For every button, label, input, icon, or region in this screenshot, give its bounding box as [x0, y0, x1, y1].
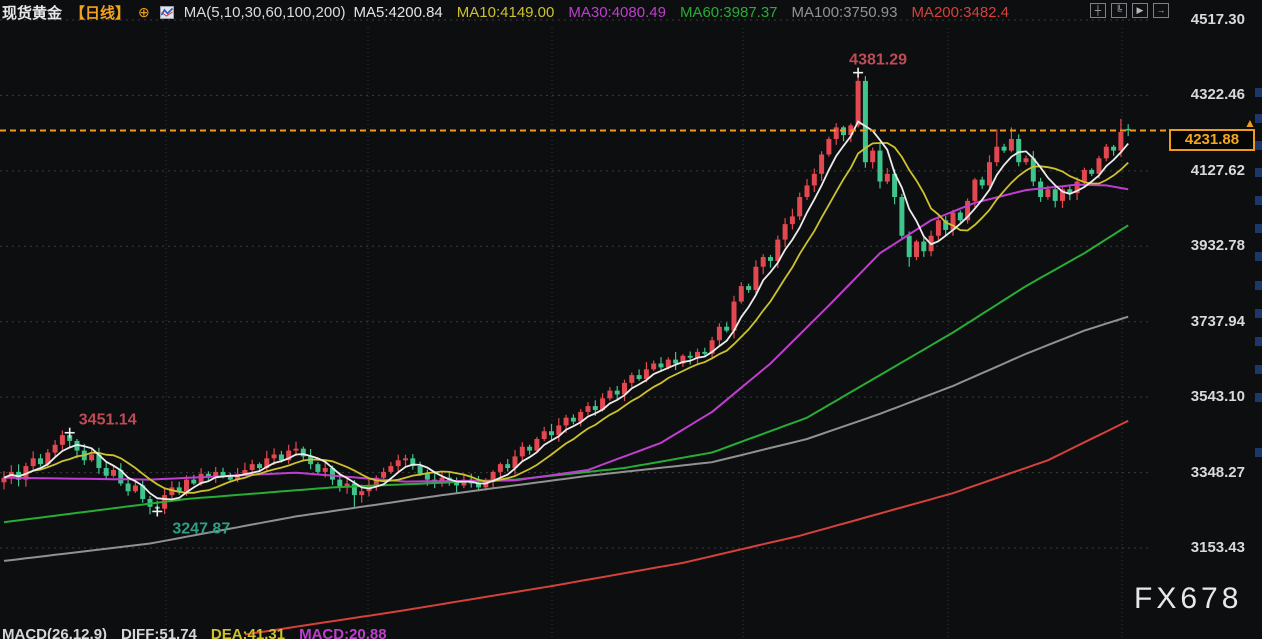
ma-line-ma60	[3, 224, 1129, 524]
ma-values-row: MA5:4200.84 MA10:4149.00 MA30:4080.49 MA60:…	[354, 4, 1009, 21]
price-axis-label: 3153.43	[1190, 538, 1245, 556]
ma-line-ma200	[244, 419, 1129, 636]
right-edge-panel[interactable]	[1252, 0, 1262, 639]
crosshair-icon[interactable]: ┼	[1090, 3, 1106, 18]
ma-line-ma5	[3, 120, 1129, 501]
ma-line-ma10	[3, 142, 1129, 494]
ma-line-ma100	[3, 315, 1129, 562]
ma100-value: MA100:3750.93	[791, 3, 898, 21]
edge-panel-fragment	[1255, 252, 1262, 261]
ma60-value: MA60:3987.37	[679, 3, 778, 21]
macd-indicator-row[interactable]: MACD(26,12,9) DIFF:51.74 DEA:41.31 MACD:…	[2, 626, 387, 639]
edge-panel-fragment	[1255, 365, 1262, 374]
price-axis-label: 4322.46	[1190, 86, 1245, 104]
edge-panel-fragment	[1255, 309, 1262, 318]
current-price-tag[interactable]: 4231.88	[1169, 129, 1255, 152]
price-axis-label: 4517.30	[1190, 11, 1245, 28]
edge-panel-fragment	[1255, 393, 1262, 402]
price-annotation: 4381.29	[849, 52, 907, 69]
exit-icon[interactable]: →	[1153, 3, 1169, 18]
annotations-layer: 3451.14 3247.87 4381.29	[64, 52, 907, 537]
macd-label: MACD(26,12,9)	[2, 626, 108, 639]
edge-panel-fragment	[1255, 114, 1262, 123]
price-up-caret-icon: ▲	[1244, 116, 1256, 131]
fx678-watermark: FX678	[1134, 582, 1243, 615]
price-axis-label: 3932.78	[1190, 237, 1245, 255]
mini-chart-glyph	[159, 5, 174, 19]
price-axis-label: 3543.10	[1190, 388, 1245, 406]
edge-panel-fragment	[1255, 224, 1262, 233]
axis-scale-icon[interactable]: ╚	[1111, 3, 1127, 18]
period-selector[interactable]: 【日线】	[70, 4, 131, 22]
ma30-value: MA30:4080.49	[568, 3, 666, 21]
edge-panel-fragment	[1255, 196, 1262, 205]
chart-toolbar: ┼ ╚ ▶ →	[1090, 3, 1169, 18]
macd-diff-value: DIFF:51.74	[121, 626, 197, 639]
symbol-name: 现货黄金	[2, 4, 63, 22]
add-indicator-icon[interactable]: ⊕	[138, 3, 150, 20]
price-annotation: 3247.87	[172, 520, 230, 537]
grid-lines	[0, 19, 1148, 639]
ma5-value: MA5:4200.84	[353, 3, 443, 21]
ma10-value: MA10:4149.00	[456, 3, 555, 21]
chart-header: 现货黄金 【日线】 ⊕ MA(5,10,30,60,100,200) MA5:4…	[2, 2, 1009, 22]
ma-settings-label[interactable]: MA(5,10,30,60,100,200)	[183, 3, 346, 21]
edge-panel-fragment	[1255, 141, 1262, 150]
price-axis-label: 3737.94	[1190, 312, 1245, 330]
chart-type-icon[interactable]	[159, 5, 174, 19]
edge-panel-fragment	[1255, 88, 1262, 97]
edge-panel-fragment	[1255, 448, 1262, 457]
price-axis-label: 4127.62	[1190, 161, 1245, 179]
axis-play-icon[interactable]: ▶	[1132, 3, 1148, 18]
candles-layer	[1, 72, 1131, 515]
macd-value: MACD:20.88	[299, 626, 387, 639]
edge-panel-fragment	[1255, 168, 1262, 177]
macd-dea-value: DEA:41.31	[210, 626, 286, 639]
edge-panel-fragment	[1255, 281, 1262, 290]
price-annotation: 3451.14	[79, 412, 137, 429]
edge-panel-fragment	[1255, 337, 1262, 346]
ma200-value: MA200:3482.4	[911, 3, 1010, 21]
price-axis-label: 3348.27	[1190, 463, 1245, 481]
